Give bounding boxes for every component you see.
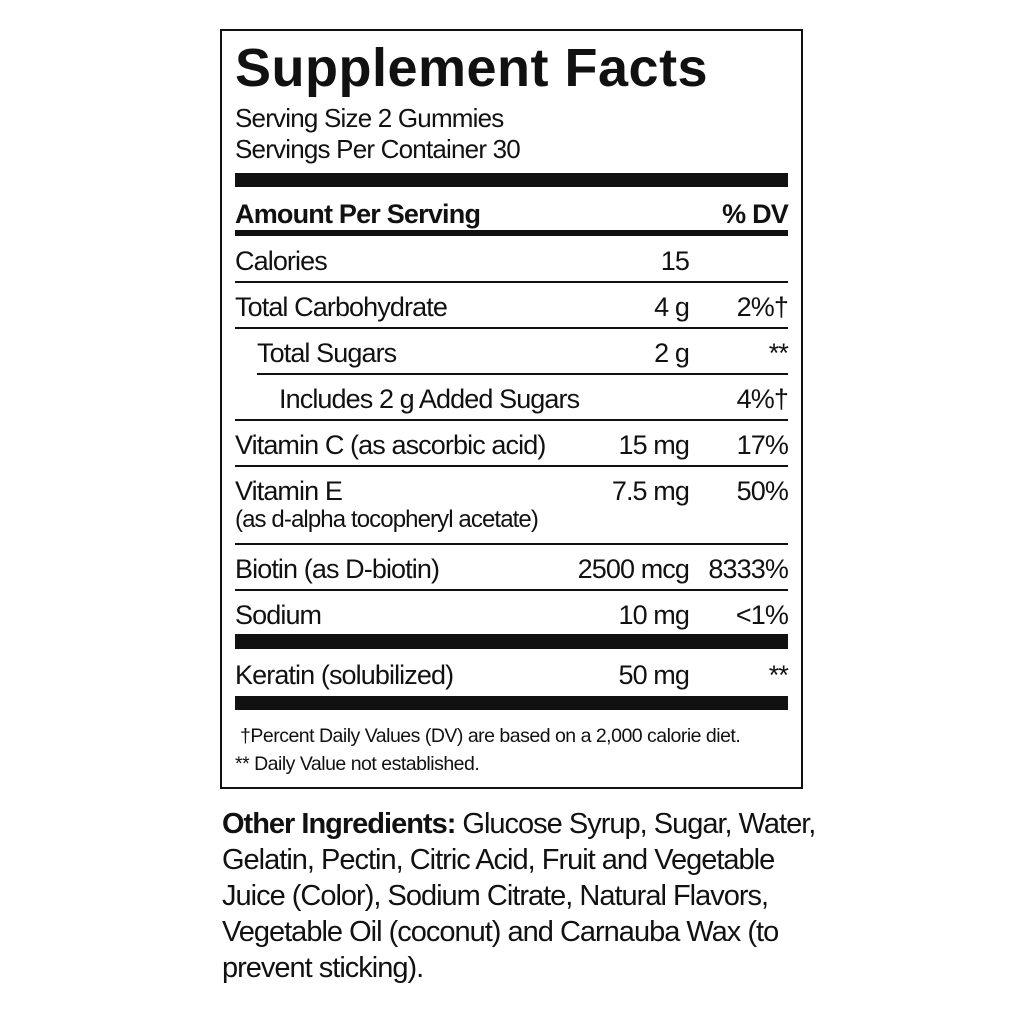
nutrient-name: Vitamin C (as ascorbic acid) [235, 430, 546, 460]
nutrient-source: (as d-alpha tocopheryl acetate) [235, 506, 539, 533]
row-divider [235, 543, 788, 545]
thick-divider [235, 173, 788, 187]
row-divider [235, 589, 788, 591]
nutrient-amount: 10 mg [618, 600, 689, 630]
footnote-dv: †Percent Daily Values (DV) are based on … [240, 725, 741, 747]
nutrient-name: Total Sugars [257, 338, 397, 368]
row-divider [235, 281, 788, 283]
nutrient-dv: 2%† [736, 292, 789, 322]
thick-divider [235, 634, 788, 649]
nutrient-dv: 4%† [736, 384, 789, 414]
row-divider [235, 327, 788, 329]
nutrient-name: Sodium [235, 600, 322, 630]
nutrient-amount: 2500 mcg [577, 554, 690, 584]
nutrient-dv: 17% [736, 430, 789, 460]
dv-label: % DV [722, 199, 789, 229]
nutrient-dv: <1% [735, 600, 789, 630]
nutrient-amount: 7.5 mg [611, 476, 690, 506]
nutrient-dv: ** [768, 338, 789, 368]
medium-divider [235, 230, 788, 236]
nutrient-amount: 2 g [654, 338, 690, 368]
other-ingredients: Other Ingredients: Glucose Syrup, Sugar,… [222, 806, 822, 986]
nutrient-dv: 50% [736, 476, 789, 506]
row-divider [235, 419, 788, 421]
other-ingredients-label: Other Ingredients: [222, 808, 456, 840]
nutrient-amount: 4 g [654, 292, 690, 322]
nutrient-amount: 15 [660, 246, 690, 276]
nutrient-name: Vitamin E [235, 476, 343, 506]
servings-per-container: Servings Per Container 30 [235, 134, 521, 164]
supplement-facts-panel: Supplement Facts Serving Size 2 Gummies … [220, 29, 803, 789]
nutrient-name: Biotin (as D-biotin) [235, 554, 440, 584]
serving-size: Serving Size 2 Gummies [235, 103, 504, 133]
amount-header: Amount Per Serving % DV [235, 199, 789, 230]
footnote-not-established: ** Daily Value not established. [235, 753, 480, 775]
nutrient-name: Calories [235, 246, 328, 276]
nutrient-name: Keratin (solubilized) [235, 660, 454, 690]
nutrient-name: Total Carbohydrate [235, 292, 448, 322]
nutrient-dv: 8333% [708, 554, 788, 584]
row-divider [257, 373, 788, 375]
nutrient-amount: 50 mg [618, 660, 689, 690]
panel-title: Supplement Facts [235, 38, 709, 98]
row-divider [235, 465, 788, 467]
thick-divider [235, 696, 788, 710]
nutrient-name: Includes 2 g Added Sugars [279, 384, 580, 414]
amount-per-serving-label: Amount Per Serving [235, 199, 481, 229]
nutrient-amount: 15 mg [618, 430, 689, 460]
nutrient-dv: ** [768, 660, 789, 690]
other-ingredients-text: Glucose Syrup, Sugar, Water, Gelatin, Pe… [222, 808, 816, 984]
